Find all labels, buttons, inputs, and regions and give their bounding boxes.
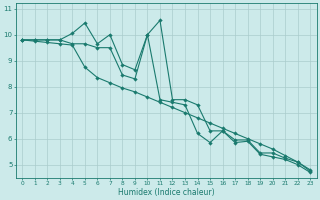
X-axis label: Humidex (Indice chaleur): Humidex (Indice chaleur) bbox=[118, 188, 214, 197]
